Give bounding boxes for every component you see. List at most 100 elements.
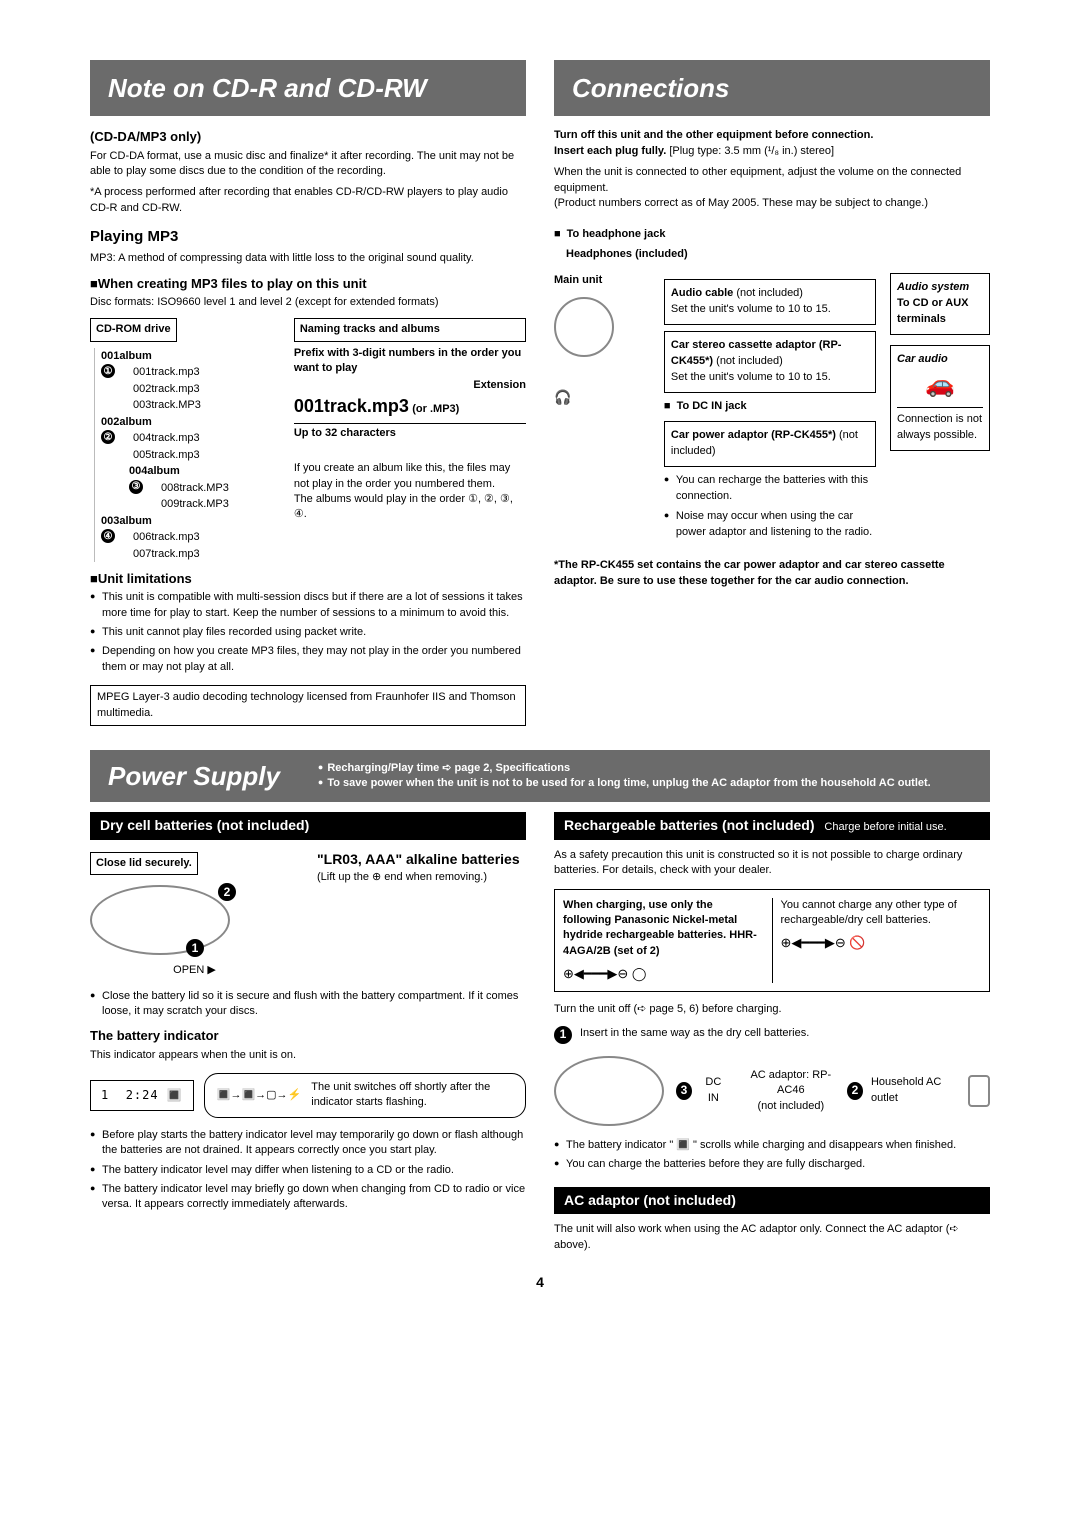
lcd-time: 2:24 xyxy=(126,1088,159,1102)
turn-off-note: Turn the unit off (➪ page 5, 6) before c… xyxy=(554,1002,990,1017)
step-3-circle: 3 xyxy=(676,1082,692,1100)
audio-system-panel: Audio system To CD or AUX terminals xyxy=(890,273,990,335)
headphone-icon: 🎧 xyxy=(554,387,650,407)
recharge-note: You can recharge the batteries with this… xyxy=(664,473,876,505)
conn-para-2: (Product numbers correct as of May 2005.… xyxy=(554,196,990,211)
rechargeable-section: Rechargeable batteries (not included) Ch… xyxy=(554,812,990,1253)
unit-lim-head: ■Unit limitations xyxy=(90,570,526,588)
unit-lim-2: This unit cannot play files recorded usi… xyxy=(90,625,526,640)
lcd-display: 1 2:24 🔳 xyxy=(90,1080,194,1111)
sample-file: 001track.mp3 (or .MP3) xyxy=(294,394,526,419)
power-banner: Power Supply xyxy=(90,750,298,802)
recharge-boxes: When charging, use only the following Pa… xyxy=(554,889,990,993)
main-unit-label: Main unit xyxy=(554,273,650,289)
power-header: Power Supply ●Recharging/Play time ➪ pag… xyxy=(90,750,990,802)
track-009: 009track.MP3 xyxy=(161,496,229,513)
power-notes: ●Recharging/Play time ➪ page 2, Specific… xyxy=(310,757,939,796)
track-005: 005track.mp3 xyxy=(133,447,229,464)
track-004: 004track.mp3 xyxy=(133,430,229,447)
cdrom-drive-box: CD-ROM drive xyxy=(90,318,177,341)
car-audio-head: Car audio xyxy=(897,352,983,368)
lcd-callout: 🔳→🔳→▢→⚡ The unit switches off shortly af… xyxy=(204,1073,526,1118)
conn-intro-1: Turn off this unit and the other equipme… xyxy=(554,128,990,143)
step-1-row: 1 Insert in the same way as the dry cell… xyxy=(554,1026,990,1044)
top-row: Note on CD-R and CD-RW (CD-DA/MP3 only) … xyxy=(90,60,990,726)
ac-adaptor-label: AC adaptor: RP-AC46 xyxy=(743,1068,839,1099)
conn-intro-2b: [Plug type: 3.5 mm (¹/₈ in.) stereo] xyxy=(669,145,834,157)
main-unit-icon xyxy=(554,297,614,357)
lcd-row: 1 2:24 🔳 🔳→🔳→▢→⚡ The unit switches off s… xyxy=(90,1071,526,1120)
mp3-body: MP3: A method of compressing data with l… xyxy=(90,251,526,266)
track-006: 006track.mp3 xyxy=(133,529,200,546)
track-002: 002track.mp3 xyxy=(133,381,201,398)
can-charge-note: You can charge the batteries before they… xyxy=(554,1157,990,1172)
power-row: Dry cell batteries (not included) Close … xyxy=(90,812,990,1253)
audio-system-head: Audio system xyxy=(897,280,983,296)
rechargeable-head-note: Charge before initial use. xyxy=(824,821,946,833)
extension-label: Extension xyxy=(294,378,526,393)
headphones-label: Headphones (included) xyxy=(554,247,990,263)
album-2: 002album xyxy=(101,414,282,431)
outlet-icon xyxy=(968,1075,990,1107)
ac-not-incl: (not included) xyxy=(743,1099,839,1114)
close-lid-list: Close the battery lid so it is secure an… xyxy=(90,989,526,1020)
dcin-head: To DC IN jack xyxy=(677,399,747,415)
sample-file-alt: (or .MP3) xyxy=(412,403,459,415)
batt-type: "LR03, AAA" alkaline batteries xyxy=(317,850,526,870)
album-num-1: ① xyxy=(101,364,115,378)
indicator-bullet-1: Before play starts the battery indicator… xyxy=(90,1128,526,1159)
page-number: 4 xyxy=(90,1273,990,1293)
dcin-label: DC IN xyxy=(700,1075,727,1106)
connections-diagram: To headphone jack Headphones (included) … xyxy=(554,227,990,544)
indicator-head: The battery indicator xyxy=(90,1027,526,1045)
set-vol-2: Set the unit's volume to 10 to 15. xyxy=(671,370,869,386)
track-007: 007track.mp3 xyxy=(133,546,200,563)
album-4: 004album xyxy=(129,463,229,480)
album-num-2: ② xyxy=(101,430,115,444)
conn-not-always: Connection is not always possible. xyxy=(897,407,983,444)
to-terminals-label: To CD or AUX terminals xyxy=(897,296,983,328)
cassette-not-incl: (not included) xyxy=(716,355,783,367)
lcd-track: 1 xyxy=(101,1088,109,1102)
indicator-bullet-list: Before play starts the battery indicator… xyxy=(90,1128,526,1213)
naming-head-box: Naming tracks and albums xyxy=(294,318,526,341)
step-1-circle: 1 xyxy=(554,1026,572,1044)
car-power-box: Car power adaptor (RP-CK455*) (not inclu… xyxy=(664,421,876,467)
diagram-note-1: If you create an album like this, the fi… xyxy=(294,461,526,492)
batt-no-icon: ⊕◀━━━▶⊖ 🚫 xyxy=(781,934,982,952)
album-num-3-nested: ③ xyxy=(129,480,143,494)
open-label: OPEN ▶ xyxy=(90,963,299,978)
ac-diagram: 3 DC IN AC adaptor: RP-AC46 (not include… xyxy=(554,1056,990,1126)
ac-head: AC adaptor (not included) xyxy=(554,1187,990,1215)
filetree: 001album ① 001track.mp3 002track.mp3 003… xyxy=(94,348,282,563)
unit-lim-1: This unit is compatible with multi-sessi… xyxy=(90,590,526,621)
album-num-4: ④ xyxy=(101,529,115,543)
power-note-2: To save power when the unit is not to be… xyxy=(327,776,930,791)
batt-ok-icon: ⊕◀━━━▶⊖ ◯ xyxy=(563,965,764,983)
track-001: 001track.mp3 xyxy=(133,364,201,381)
car-audio-panel: Car audio 🚗 Connection is not always pos… xyxy=(890,345,990,451)
dry-cell-section: Dry cell batteries (not included) Close … xyxy=(90,812,526,1253)
car-icon: 🚗 xyxy=(897,368,983,403)
album-1: 001album xyxy=(101,348,282,365)
track-008: 008track.MP3 xyxy=(161,480,229,497)
conn-intro-2a: Insert each plug fully. xyxy=(554,145,666,157)
create-body: Disc formats: ISO9660 level 1 and level … xyxy=(90,295,526,310)
audio-cable-box: Audio cable (not included) Set the unit'… xyxy=(664,279,876,325)
ac-body: The unit will also work when using the A… xyxy=(554,1222,990,1253)
create-head: ■When creating MP3 files to play on this… xyxy=(90,275,526,293)
headphone-jack-head: To headphone jack xyxy=(567,227,666,243)
batt-hint: (Lift up the ⊕ end when removing.) xyxy=(317,870,526,885)
dry-cell-head: Dry cell batteries (not included) xyxy=(90,812,526,840)
battery-indicator-icon: 🔳→🔳→▢→⚡ xyxy=(217,1088,301,1103)
indicator-bullet-2: The battery indicator level may differ w… xyxy=(90,1163,526,1178)
indicator-bullet-3: The battery indicator level may briefly … xyxy=(90,1182,526,1213)
set-vol-1: Set the unit's volume to 10 to 15. xyxy=(671,302,869,318)
audio-cable-not-incl: (not included) xyxy=(736,287,803,299)
naming-body: Prefix with 3-digit numbers in the order… xyxy=(294,346,526,377)
mp3-head: Playing MP3 xyxy=(90,226,526,247)
chars-label: Up to 32 characters xyxy=(294,423,526,441)
sample-file-main: 001track.mp3 xyxy=(294,396,409,416)
scrolls-note: The battery indicator " 🔳 " scrolls whil… xyxy=(554,1138,990,1153)
car-power-notes: You can recharge the batteries with this… xyxy=(664,473,876,541)
